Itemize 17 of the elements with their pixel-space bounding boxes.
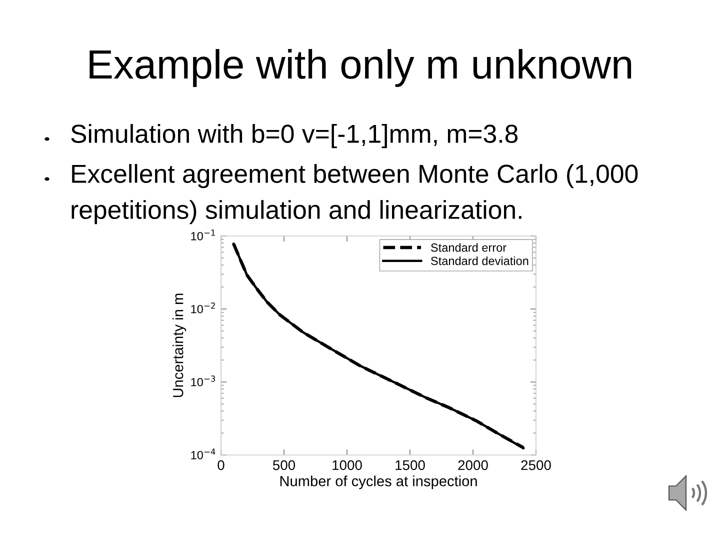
x-tick-label: 0 (218, 460, 224, 470)
x-tick-label: 2000 (458, 460, 488, 470)
chart-title: Example with only m unknown (90, 49, 632, 87)
legend-label: Standard deviation (431, 256, 528, 266)
y-tick-label: 10$^{−3}$ (191, 376, 216, 386)
y-tick-label: 10$^{−1}$ (191, 230, 215, 240)
y-tick-label: 10$^{−2}$ (191, 302, 215, 314)
x-axis-title: Number of cycles at inspection (280, 476, 477, 490)
x-tick-label: 1500 (396, 460, 425, 470)
x-tick-label: 2500 (521, 460, 551, 470)
x-tick-label: 1000 (332, 460, 362, 470)
y-tick-label: 10$^{−4}$ (191, 448, 216, 460)
x-tick-label: 500 (272, 460, 296, 470)
text: Excellent agreement between Monte Carlo (1,000 repetitions) simulation and linearization. (72, 164, 638, 224)
text: Simulation with b=0 v=[-1,1]mm, m=3.8 (71, 124, 518, 148)
legend-label: Standard error (431, 243, 506, 252)
y-axis-title: Uncertainty in m (172, 294, 186, 398)
